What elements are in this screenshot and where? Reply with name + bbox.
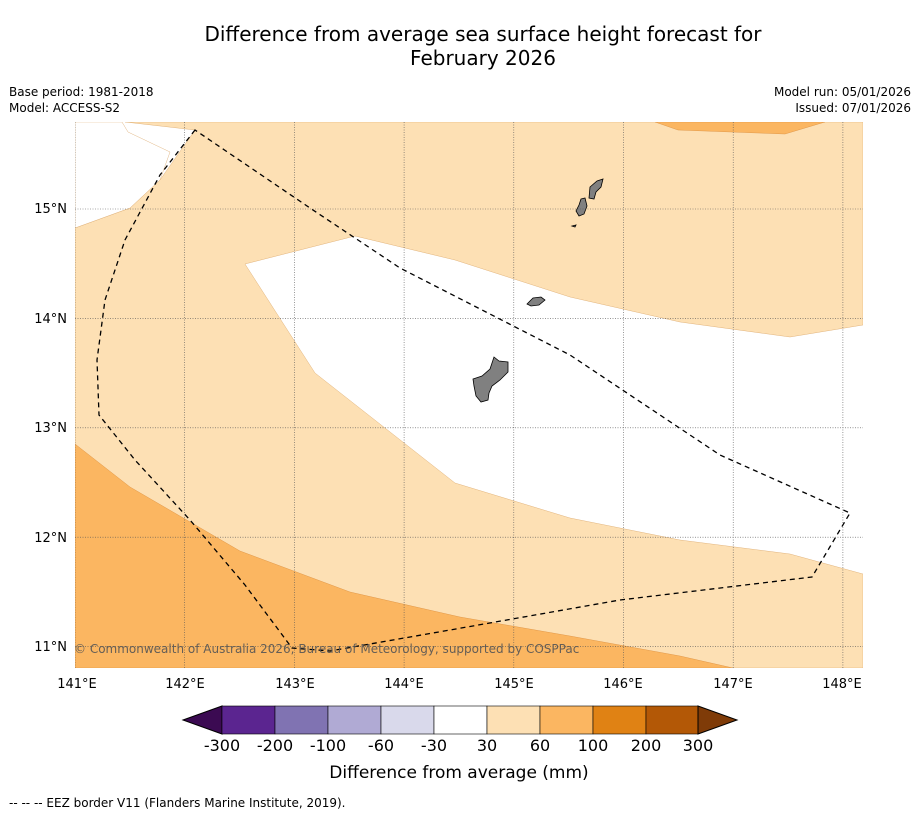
chart-title: Difference from average sea surface heig… bbox=[0, 22, 919, 70]
lon-label-146: 146°E bbox=[603, 677, 643, 692]
lat-labels: 15°N 14°N 13°N 12°N 11°N bbox=[34, 202, 67, 655]
colorbar-labels: -300 -200 -100 -60 -30 30 60 100 200 300 bbox=[204, 736, 713, 755]
guam-island bbox=[472, 356, 509, 403]
cb-label-2: -100 bbox=[310, 736, 346, 755]
title-line-2: February 2026 bbox=[410, 46, 556, 70]
colorbar-bin-1 bbox=[221, 705, 276, 735]
tinian-island bbox=[575, 197, 588, 217]
lat-label-13: 13°N bbox=[34, 421, 67, 436]
colorbar-extend-high bbox=[697, 705, 739, 735]
cb-label-3: -60 bbox=[368, 736, 394, 755]
lon-label-142: 142°E bbox=[165, 677, 205, 692]
contour-neutral-corner bbox=[75, 122, 171, 229]
lon-label-141: 141°E bbox=[57, 677, 97, 692]
model-name: Model: ACCESS-S2 bbox=[9, 101, 121, 115]
colorbar-title: Difference from average (mm) bbox=[329, 763, 588, 783]
lat-label-12: 12°N bbox=[34, 531, 67, 546]
model-run: Model run: 05/01/2026 bbox=[773, 85, 911, 99]
colorbar-extend-low bbox=[181, 705, 223, 735]
cb-label-6: 60 bbox=[530, 736, 550, 755]
meta-left: Base period: 1981-2018 Model: ACCESS-S2 bbox=[9, 84, 154, 116]
saipan-island bbox=[588, 178, 604, 200]
cb-label-8: 200 bbox=[631, 736, 662, 755]
cb-label-9: 300 bbox=[683, 736, 714, 755]
rota-island bbox=[526, 296, 546, 307]
colorbar-bin-4 bbox=[380, 705, 435, 735]
lon-label-148: 148°E bbox=[822, 677, 862, 692]
colorbar-bin-9 bbox=[645, 705, 699, 735]
cb-label-5: 30 bbox=[477, 736, 497, 755]
lon-label-145: 145°E bbox=[494, 677, 534, 692]
colorbar-bin-5 bbox=[433, 705, 488, 735]
cb-label-1: -200 bbox=[257, 736, 293, 755]
cb-label-4: -30 bbox=[421, 736, 447, 755]
copyright-text: © Commonwealth of Australia 2026, Bureau… bbox=[74, 642, 579, 656]
lon-labels: 141°E 142°E 143°E 144°E 145°E 146°E 147°… bbox=[57, 677, 862, 692]
meta-right: Model run: 05/01/2026 Issued: 07/01/2026 bbox=[774, 84, 911, 116]
cb-label-7: 100 bbox=[578, 736, 609, 755]
cb-label-0: -300 bbox=[204, 736, 240, 755]
colorbar-bin-8 bbox=[592, 705, 647, 735]
lat-label-15: 15°N bbox=[34, 202, 67, 217]
contour-60-100-south bbox=[75, 443, 734, 668]
lat-label-11: 11°N bbox=[34, 640, 67, 655]
colorbar bbox=[181, 705, 739, 735]
colorbar-bin-3 bbox=[327, 705, 382, 735]
aguijan-island bbox=[570, 224, 577, 228]
map-panel: © Commonwealth of Australia 2026, Bureau… bbox=[74, 122, 863, 668]
contour-60-100-north bbox=[654, 122, 826, 135]
lat-label-14: 14°N bbox=[34, 312, 67, 327]
lon-label-147: 147°E bbox=[713, 677, 753, 692]
colorbar-bin-2 bbox=[274, 705, 329, 735]
footer-note: -- -- -- EEZ border V11 (Flanders Marine… bbox=[9, 796, 346, 810]
graticule bbox=[75, 122, 863, 668]
base-period: Base period: 1981-2018 bbox=[9, 85, 154, 99]
title-line-1: Difference from average sea surface heig… bbox=[204, 22, 762, 46]
colorbar-bin-7 bbox=[539, 705, 594, 735]
eez-border bbox=[96, 129, 851, 652]
colorbar-bin-6 bbox=[486, 705, 541, 735]
lon-label-143: 143°E bbox=[275, 677, 315, 692]
contour-30-60 bbox=[75, 122, 863, 668]
lon-label-144: 144°E bbox=[384, 677, 424, 692]
issued-date: Issued: 07/01/2026 bbox=[795, 101, 911, 115]
